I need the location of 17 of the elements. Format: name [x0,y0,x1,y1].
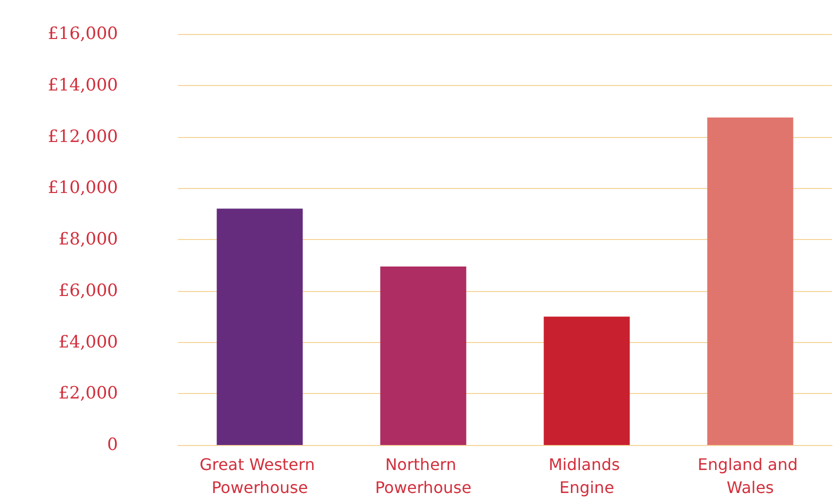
y-tick-label: £10,000 [48,178,118,198]
y-tick-label: 0 [107,435,118,455]
y-tick-label: £4,000 [58,332,118,352]
bar [707,117,794,445]
y-tick-label: £6,000 [58,280,118,301]
x-tick-label: Great Western Powerhouse [200,455,320,497]
x-tick-label: England and Wales [698,455,803,497]
y-tick-label: £2,000 [58,384,118,404]
bar [544,316,630,445]
x-tick-label: Northern Powerhouse [375,455,472,497]
y-tick-label: £12,000 [48,126,118,147]
bar [216,208,303,445]
x-tick-label: Midlands Engine [548,455,625,497]
y-tick-label: £8,000 [58,230,118,250]
bar [380,266,466,445]
y-tick-label: £16,000 [48,24,118,44]
y-tick-label: £14,000 [48,75,118,96]
